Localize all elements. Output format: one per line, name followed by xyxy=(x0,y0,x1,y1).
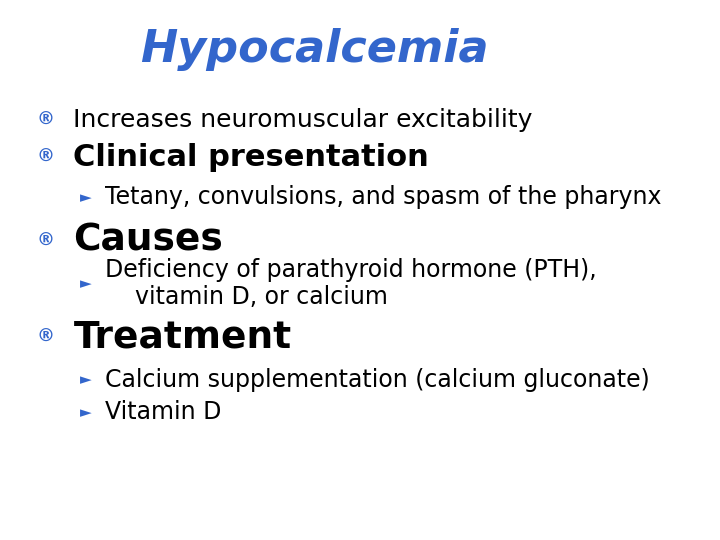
Text: ®: ® xyxy=(36,232,54,249)
Text: ►: ► xyxy=(80,373,92,388)
Text: Clinical presentation: Clinical presentation xyxy=(73,143,429,172)
Text: ►: ► xyxy=(80,276,92,291)
Text: Increases neuromuscular excitability: Increases neuromuscular excitability xyxy=(73,107,533,132)
Text: Causes: Causes xyxy=(73,222,223,259)
Text: Calcium supplementation (calcium gluconate): Calcium supplementation (calcium glucona… xyxy=(105,368,649,392)
Text: Tetany, convulsions, and spasm of the pharynx: Tetany, convulsions, and spasm of the ph… xyxy=(105,185,661,210)
Text: ►: ► xyxy=(80,190,92,205)
Text: ®: ® xyxy=(36,328,54,346)
Text: ►: ► xyxy=(80,405,92,420)
Text: ®: ® xyxy=(36,148,54,166)
Text: Hypocalcemia: Hypocalcemia xyxy=(140,28,489,71)
Text: Treatment: Treatment xyxy=(73,319,292,355)
Text: Deficiency of parathyroid hormone (PTH),
    vitamin D, or calcium: Deficiency of parathyroid hormone (PTH),… xyxy=(105,258,596,309)
Text: Vitamin D: Vitamin D xyxy=(105,400,221,424)
Text: ®: ® xyxy=(36,111,54,129)
